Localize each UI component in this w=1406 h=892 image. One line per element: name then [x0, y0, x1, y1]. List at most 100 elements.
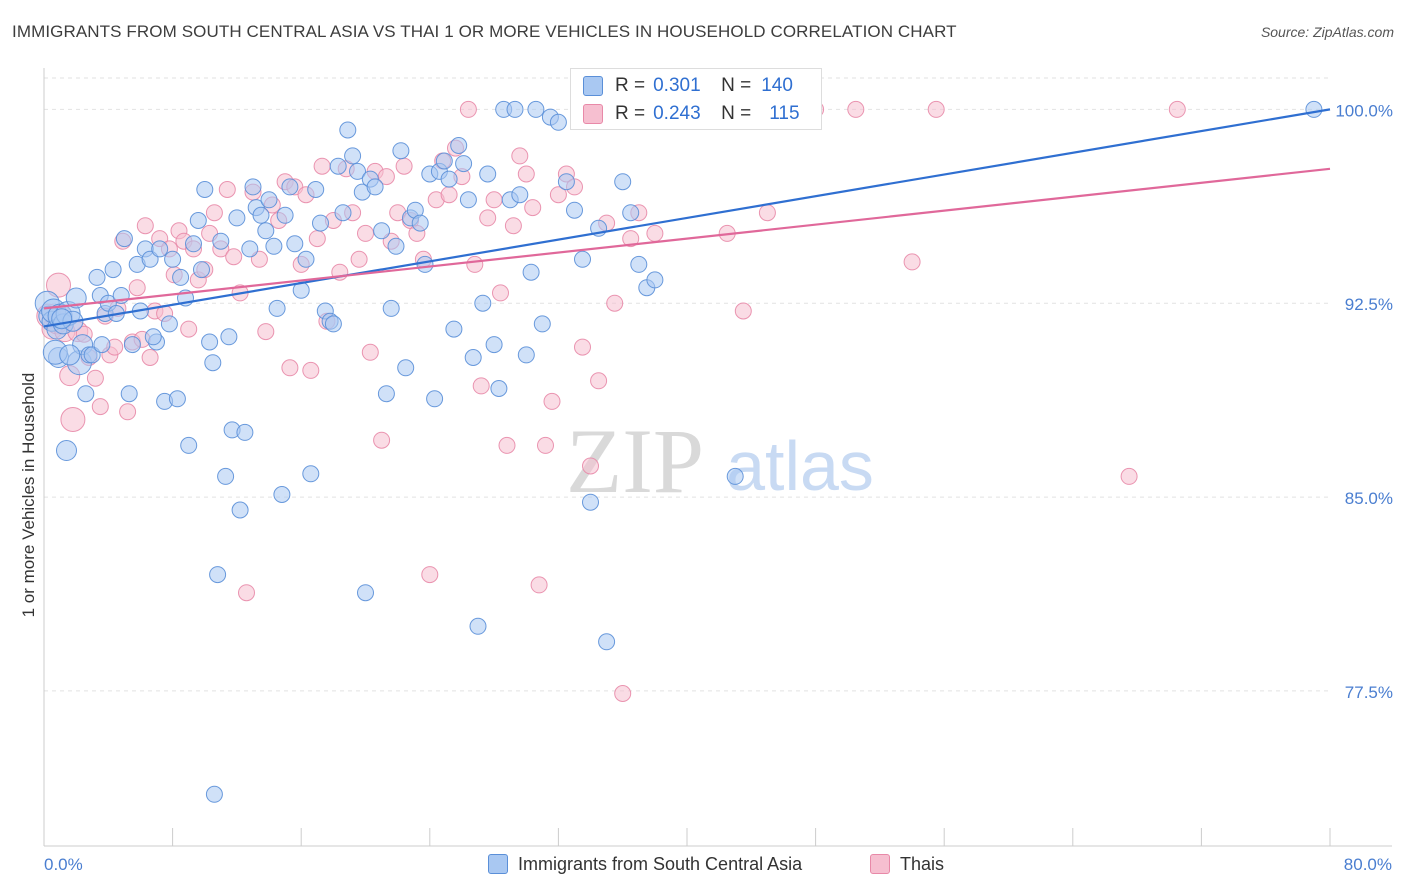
data-point	[622, 204, 640, 222]
data-point	[440, 170, 458, 188]
data-point	[426, 390, 444, 408]
data-point	[225, 248, 243, 266]
data-point	[517, 346, 535, 364]
data-point	[361, 343, 379, 361]
data-point	[329, 157, 347, 175]
stats-n-label: N =	[721, 103, 752, 124]
data-point	[479, 209, 497, 227]
data-point	[847, 100, 865, 118]
data-point	[392, 142, 410, 160]
legend-item-thais: Thais	[870, 851, 944, 877]
data-point	[136, 217, 154, 235]
data-point	[440, 186, 458, 204]
grid-lines	[44, 77, 1330, 692]
data-point	[758, 204, 776, 222]
stats-n-value: 140	[761, 75, 793, 96]
data-point	[205, 204, 223, 222]
data-point	[273, 486, 291, 503]
data-point	[517, 165, 535, 183]
data-point	[308, 230, 326, 248]
data-point	[498, 436, 516, 454]
data-point	[257, 222, 275, 240]
data-point	[927, 100, 945, 118]
data-point	[281, 359, 299, 377]
data-point	[141, 250, 159, 268]
trend-lines	[43, 108, 1331, 328]
stats-r-label: R =	[615, 103, 646, 124]
data-point	[614, 685, 632, 702]
data-point	[590, 372, 608, 390]
data-point	[474, 294, 492, 312]
data-point	[455, 155, 473, 173]
data-point	[119, 403, 137, 421]
data-point	[265, 237, 283, 255]
stats-n-value: 115	[769, 103, 800, 124]
data-point	[504, 217, 522, 235]
data-point	[257, 323, 275, 341]
data-point	[60, 407, 86, 432]
legend-label: Immigrants from South Central Asia	[518, 853, 803, 874]
data-point	[543, 392, 561, 410]
data-point	[302, 361, 320, 379]
data-point	[606, 294, 624, 312]
data-point	[464, 349, 482, 366]
data-point	[598, 633, 616, 651]
data-point	[472, 377, 490, 395]
data-point	[445, 320, 463, 338]
data-point	[622, 230, 640, 248]
data-point	[151, 240, 169, 258]
data-point	[324, 315, 342, 333]
data-point	[373, 222, 391, 240]
data-point	[630, 255, 648, 273]
data-point	[574, 250, 591, 268]
data-point	[377, 385, 395, 403]
data-point	[416, 255, 434, 273]
data-point	[189, 212, 207, 229]
data-point	[86, 369, 104, 387]
data-point	[120, 385, 138, 403]
data-point	[59, 344, 81, 366]
data-point	[1168, 100, 1186, 118]
data-point	[212, 232, 230, 250]
data-point	[244, 178, 262, 196]
legend-swatch-pink	[870, 854, 890, 874]
chart-source: Source: ZipAtlas.com	[1260, 24, 1394, 40]
data-point	[260, 191, 278, 209]
data-point	[524, 199, 542, 217]
data-point	[339, 121, 357, 139]
data-point	[357, 584, 374, 602]
axes	[43, 68, 1392, 847]
data-point	[205, 785, 223, 803]
data-point	[46, 272, 71, 298]
data-point	[373, 431, 391, 449]
data-point	[527, 100, 545, 118]
data-point	[104, 261, 122, 279]
data-point	[646, 224, 664, 242]
data-point	[281, 178, 299, 196]
data-point	[56, 440, 77, 461]
data-point	[141, 349, 159, 366]
data-point	[349, 162, 366, 180]
data-point	[313, 157, 331, 175]
data-point	[128, 279, 146, 297]
data-point	[646, 271, 664, 289]
data-point	[522, 263, 540, 281]
data-point	[172, 268, 190, 286]
data-point	[382, 299, 400, 317]
data-point	[218, 181, 236, 198]
stats-row-pink: R = 0.243 N = 115	[583, 101, 800, 127]
legend-label: Thais	[900, 853, 945, 874]
data-point	[196, 181, 214, 198]
data-point	[435, 152, 453, 170]
data-point	[91, 398, 109, 416]
data-point	[485, 191, 503, 209]
data-point	[566, 201, 583, 219]
data-point	[387, 237, 405, 255]
data-point	[65, 287, 87, 309]
data-point	[201, 333, 219, 351]
data-point	[734, 302, 752, 320]
data-point	[307, 181, 325, 198]
stats-n-label: N =	[721, 75, 752, 96]
data-point	[533, 315, 551, 333]
